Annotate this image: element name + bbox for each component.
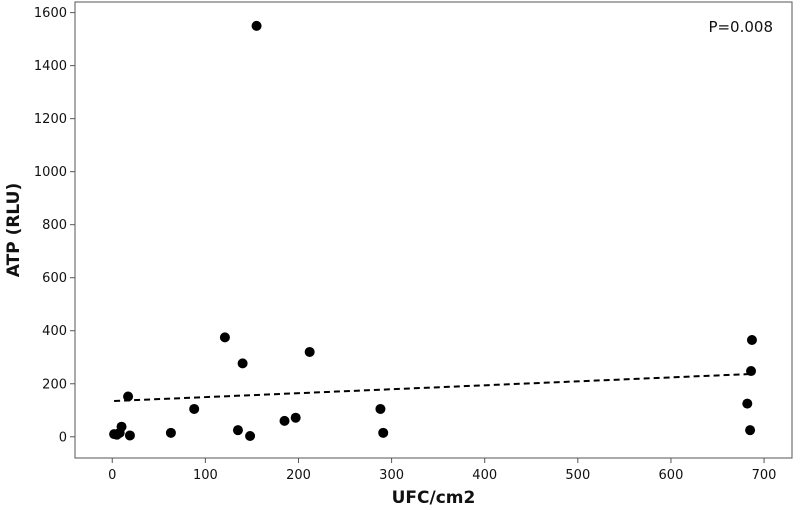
x-tick-label: 100 (193, 468, 218, 483)
y-tick-label: 0 (59, 430, 67, 445)
x-axis-title: UFC/cm2 (392, 488, 476, 508)
y-tick-label: 1400 (34, 59, 67, 74)
x-tick-label: 500 (565, 468, 590, 483)
data-point (378, 427, 389, 438)
y-tick-label: 200 (42, 377, 67, 392)
x-tick-label: 600 (659, 468, 684, 483)
x-tick-label: 200 (286, 468, 311, 483)
data-point (116, 421, 127, 432)
data-point (742, 398, 753, 409)
data-point (245, 430, 256, 441)
data-point (124, 430, 135, 441)
data-points (109, 20, 757, 441)
data-point (375, 403, 386, 414)
y-tick-label: 800 (42, 218, 67, 233)
data-point (237, 358, 248, 369)
y-axis-title: ATP (RLU) (4, 183, 24, 277)
x-tick-label: 300 (379, 468, 404, 483)
data-point (290, 412, 301, 423)
data-point (219, 332, 230, 343)
trend-line (114, 372, 753, 402)
x-tick-label: 700 (752, 468, 777, 483)
y-tick-label: 400 (42, 324, 67, 339)
x-axis: 0 100 200 300 400 500 600 700 (108, 458, 776, 483)
data-point (304, 346, 315, 357)
data-point (746, 366, 757, 377)
y-axis: 0 200 400 600 800 1000 1200 1400 1600 (34, 6, 75, 445)
p-value-annotation: P=0.008 (708, 18, 773, 36)
data-point (745, 425, 756, 436)
data-point (165, 427, 176, 438)
y-tick-label: 1200 (34, 112, 67, 127)
data-point (251, 20, 262, 31)
y-tick-label: 1600 (34, 6, 67, 21)
data-point (279, 415, 290, 426)
data-point (746, 335, 757, 346)
y-tick-label: 1000 (34, 165, 67, 180)
data-point (123, 391, 134, 402)
y-tick-label: 600 (42, 271, 67, 286)
data-point (232, 425, 243, 436)
x-tick-label: 0 (108, 468, 116, 483)
data-point (189, 403, 200, 414)
x-tick-label: 400 (472, 468, 497, 483)
plot-frame (74, 1, 793, 459)
